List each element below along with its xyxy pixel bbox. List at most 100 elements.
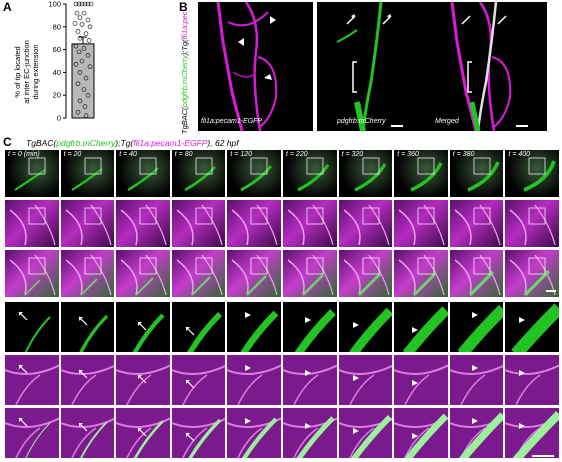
zoomed-frame (4, 407, 60, 459)
data-point (83, 75, 89, 81)
timelapse-frame (59, 249, 116, 298)
panel-label-b: B (179, 0, 188, 14)
image-caption: Merged (435, 118, 459, 125)
zoomed-frame (393, 354, 449, 406)
zoom-box (84, 157, 101, 175)
data-point (73, 1, 79, 7)
arrowhead-icon (305, 423, 311, 429)
zoomed-frame (59, 407, 116, 459)
zoom-box (84, 207, 101, 225)
zoomed-frame (115, 354, 171, 406)
zoomed-frame (448, 354, 505, 406)
data-point (77, 70, 83, 75)
y-tick-label: 0 (57, 114, 61, 123)
data-point (83, 31, 89, 36)
zoomed-frame (59, 301, 116, 353)
data-point (86, 38, 92, 43)
zoomed-frame (393, 407, 449, 459)
timelapse-frame (226, 249, 282, 298)
bracket-icon (467, 61, 472, 93)
zoomed-frame (115, 301, 171, 353)
timelapse-frame (504, 199, 560, 248)
data-point (72, 21, 78, 26)
panel-b-image-2: pdgfrb:mCherry (317, 1, 432, 132)
arrowhead-icon (412, 380, 419, 386)
data-point (83, 113, 89, 119)
time-label: t = 360 (397, 151, 419, 158)
timelapse-frame: t = 220 (282, 149, 338, 198)
arrowhead-icon (471, 418, 478, 424)
zoomed-frame (282, 301, 338, 353)
zoom-box (473, 157, 491, 175)
scale-bar (516, 125, 528, 127)
data-point (85, 1, 91, 7)
time-label: t = 320 (341, 151, 364, 158)
data-point (85, 92, 91, 98)
zoomed-frame (4, 301, 60, 353)
timelapse-frame: t = 120 (226, 149, 282, 198)
zoom-box (195, 257, 213, 275)
zoomed-frame (337, 354, 394, 406)
zoom-box (529, 157, 546, 175)
data-point (76, 1, 82, 7)
panel-b-side-label: TgBAC(pdgfrb:mCherry);Tg(fli1a:pecam1-EG… (180, 12, 189, 134)
y-tick-label: 40 (53, 68, 61, 77)
zoomed-frame (226, 354, 282, 406)
data-point (77, 15, 83, 20)
zoom-box (417, 207, 435, 225)
zoomed-frame (504, 407, 560, 459)
svg-text:TgBAC(pdgfrb:mCherry);Tg(fli1a: TgBAC(pdgfrb:mCherry);Tg(fli1a:pecam1-EG… (180, 12, 189, 134)
timelapse-frame: t = 400 (504, 149, 560, 198)
zoom-box (306, 207, 324, 225)
timelapse-frame: t = 320 (337, 149, 394, 198)
arrowhead-icon (245, 365, 252, 371)
zoom-box (306, 157, 324, 175)
timelapse-frame: t = 80 (170, 149, 227, 198)
zoomed-frame (170, 301, 227, 353)
data-point (79, 22, 85, 27)
data-point (77, 35, 83, 41)
panel-b-image-3: Merged (432, 1, 547, 132)
zoomed-frame (282, 407, 338, 459)
zoom-box (529, 207, 546, 225)
data-point (73, 62, 79, 67)
timelapse-frame: t = 360 (393, 149, 449, 198)
timelapse-frame: t = 40 (115, 149, 171, 198)
data-point (82, 1, 88, 7)
zoom-box (362, 207, 379, 225)
timelapse-frame (282, 199, 338, 248)
time-label: t = 40 (119, 151, 137, 158)
data-point (82, 104, 88, 109)
zoom-box (362, 257, 379, 275)
arrowhead-icon (519, 423, 526, 429)
data-point (75, 81, 81, 87)
y-tick-label: 20 (53, 91, 61, 100)
zoom-box (28, 157, 46, 175)
arrowhead-icon (471, 365, 478, 371)
arrowhead-icon (471, 312, 478, 318)
zoomed-frame (337, 407, 394, 459)
image-caption: fli1a:pecam1-EGFP (201, 118, 263, 125)
zoomed-frame (282, 354, 338, 406)
data-point (77, 98, 83, 104)
panel-label-a: A (3, 0, 12, 14)
zoom-box (195, 157, 213, 175)
scale-bar (546, 290, 556, 292)
zoomed-frame (337, 301, 394, 353)
timelapse-frame (4, 249, 60, 298)
zoomed-frame (226, 301, 282, 353)
timelapse-frame: t = 20 (59, 149, 116, 198)
data-point (81, 10, 87, 16)
zoom-box (28, 257, 46, 275)
timelapse-grid: t = 0 (min) t = 20 t = 40 t = 80 t = 120 t = … (4, 149, 560, 299)
svg-text:TgBAC(pdgfrb:mCherry);Tg(fli1a: TgBAC(pdgfrb:mCherry);Tg(fli1a:pecam1-EG… (26, 138, 240, 148)
data-point (75, 29, 81, 34)
bracket-icon (352, 61, 357, 93)
timelapse-frame (393, 249, 449, 298)
zoomed-frame (393, 301, 449, 353)
arrowhead-icon (238, 38, 244, 46)
panel-a-chart: % of tip located at inter EC-junction du… (13, 0, 95, 123)
zoom-box (251, 157, 268, 175)
timelapse-frame (170, 199, 227, 248)
zoomed-frame (115, 407, 171, 459)
